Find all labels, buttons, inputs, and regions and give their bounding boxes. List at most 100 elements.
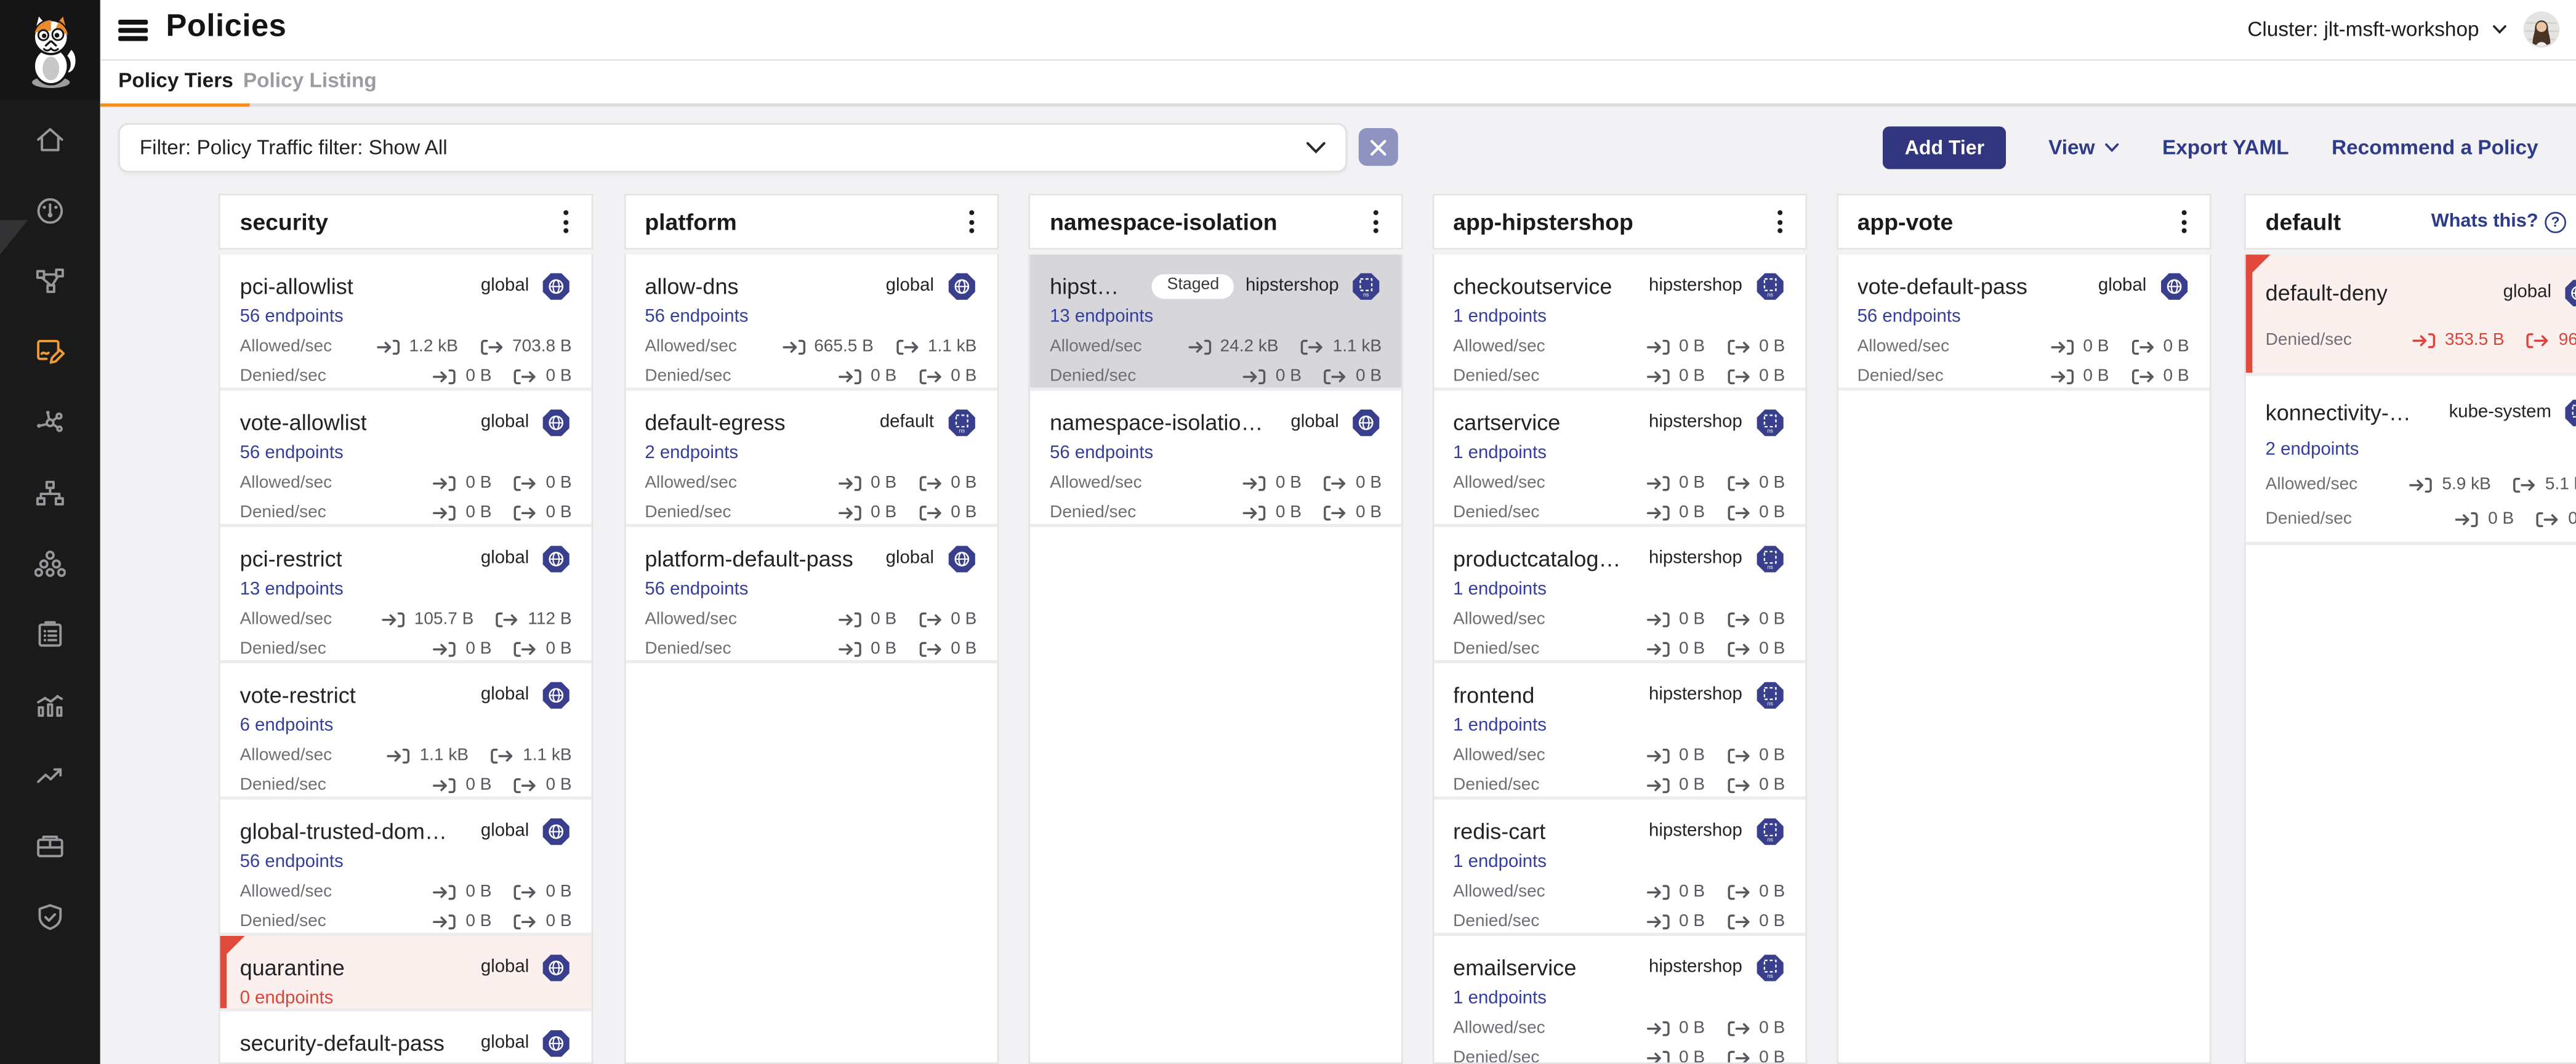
clear-filter-button[interactable] bbox=[1358, 128, 1398, 166]
endpoints-link[interactable]: 1 endpoints bbox=[1453, 443, 1547, 464]
policy-card-emailservice[interactable]: emailservice hipstershop ns 1 endpoints All… bbox=[1433, 936, 1805, 1063]
endpoints-link[interactable]: 1 endpoints bbox=[1453, 307, 1547, 327]
tier-kebab-menu-button[interactable] bbox=[557, 206, 575, 238]
global-badge-icon bbox=[2158, 270, 2189, 302]
policy-card-vote-restrict[interactable]: vote-restrict global 6 endpoints Allowed/s… bbox=[220, 663, 592, 800]
sidebar-item-flow-visualizations[interactable] bbox=[0, 387, 100, 458]
policy-card-default-egress[interactable]: default-egress default ns 2 endpoints Allow… bbox=[625, 390, 997, 528]
egress-icon bbox=[513, 367, 537, 385]
policy-card-vote-allowlist[interactable]: vote-allowlist global 56 endpoints Allowed… bbox=[220, 390, 592, 528]
egress-group: 703.8 B bbox=[480, 337, 572, 357]
calico-cat-logo[interactable] bbox=[0, 0, 100, 100]
allowed-per-sec-values: 0 B 0 B bbox=[1646, 882, 1785, 901]
denied-per-sec-values: 0 B 0 B bbox=[838, 639, 976, 658]
policy-card-default-deny[interactable]: default-deny global Denied/sec 353.5 B 96 B bbox=[2245, 254, 2576, 376]
sidebar-item-network-sets[interactable] bbox=[0, 458, 100, 529]
svg-text:ns: ns bbox=[1766, 699, 1773, 706]
sidebar-item-timeline[interactable] bbox=[0, 741, 100, 812]
endpoints-link[interactable]: 1 endpoints bbox=[1453, 579, 1547, 600]
tier-kebab-menu-button[interactable] bbox=[1367, 206, 1385, 238]
policy-card-global-trusted-domains[interactable]: global-trusted-domains global 56 endpoint… bbox=[220, 799, 592, 937]
denied-per-sec: Denied/sec 0 B 0 B bbox=[240, 366, 572, 386]
tab-policy-tiers[interactable]: Policy Tiers bbox=[118, 69, 233, 92]
policy-name: checkoutservice bbox=[1453, 273, 1612, 299]
whats-this-link[interactable]: Whats this?? bbox=[2431, 211, 2566, 233]
endpoints-link[interactable]: 13 endpoints bbox=[239, 579, 344, 600]
denied-per-sec-label: Denied/sec bbox=[239, 366, 326, 386]
endpoints-link[interactable]: 1 endpoints bbox=[1453, 852, 1547, 873]
policy-card-checkoutservice[interactable]: checkoutservice hipstershop ns 1 endpoints… bbox=[1433, 254, 1805, 391]
denied-per-sec-values: 0 B 0 B bbox=[1646, 911, 1785, 931]
allowed-per-sec-values: 1.1 kB 1.1 kB bbox=[387, 746, 572, 765]
policy-card-cartservice[interactable]: cartservice hipstershop ns 1 endpoints Allo… bbox=[1433, 390, 1805, 528]
sidebar-item-policies[interactable] bbox=[0, 317, 100, 388]
denied-per-sec-label: Denied/sec bbox=[1050, 366, 1137, 386]
ingress-group: 0 B bbox=[838, 609, 896, 629]
policy-card-allow-dns[interactable]: allow-dns global 56 endpoints Allowed/sec 6… bbox=[625, 254, 997, 391]
policy-card-vote-default-pass[interactable]: vote-default-pass global 56 endpoints Allo… bbox=[1837, 254, 2209, 391]
endpoints-link[interactable]: 1 endpoints bbox=[1453, 715, 1547, 736]
sidebar-item-image-assurance[interactable] bbox=[0, 811, 100, 882]
workloads-icon bbox=[34, 549, 66, 580]
sidebar-item-threat-defense[interactable] bbox=[0, 882, 100, 953]
policy-card-security-default-pass[interactable]: security-default-pass global bbox=[220, 1011, 592, 1063]
policy-card-title-row: default-deny global bbox=[2266, 276, 2576, 308]
policy-card-namespace-isolation-default-p[interactable]: namespace-isolation-default-p… global 56 … bbox=[1030, 390, 1402, 528]
policy-name: hipstershop-gh… bbox=[1050, 273, 1126, 299]
endpoints-link[interactable]: 56 endpoints bbox=[645, 307, 749, 327]
threat-defense-icon bbox=[34, 901, 66, 933]
egress-icon bbox=[513, 882, 537, 900]
endpoints-link[interactable]: 56 endpoints bbox=[239, 443, 344, 464]
hamburger-menu-icon[interactable] bbox=[118, 20, 148, 41]
allowed-per-sec-label: Allowed/sec bbox=[2265, 474, 2358, 494]
endpoints-link[interactable]: 56 endpoints bbox=[645, 579, 749, 600]
sidebar-item-traffic-stats[interactable] bbox=[0, 670, 100, 741]
cluster-selector[interactable]: Cluster: jlt-msft-workshop bbox=[2247, 18, 2507, 41]
sidebar-item-service-graph[interactable] bbox=[0, 246, 100, 317]
ingress-group: 5.9 kB bbox=[2409, 475, 2491, 494]
policy-name: vote-default-pass bbox=[1857, 273, 2027, 299]
endpoints-link[interactable]: 2 endpoints bbox=[645, 443, 739, 464]
tab-policy-listing[interactable]: Policy Listing bbox=[243, 69, 377, 92]
traffic-filter-select[interactable]: Filter: Policy Traffic filter: Show All bbox=[118, 123, 1348, 173]
tier-kebab-menu-button[interactable] bbox=[2175, 206, 2192, 238]
egress-icon bbox=[490, 746, 515, 764]
view-menu-button[interactable]: View bbox=[2048, 136, 2119, 159]
policy-card-hipstershop-gh[interactable]: hipstershop-gh… Staged hipstershop ns 13 en… bbox=[1030, 254, 1402, 391]
ingress-icon bbox=[838, 474, 863, 491]
export-yaml-button[interactable]: Export YAML bbox=[2162, 136, 2289, 159]
endpoints-link[interactable]: 56 endpoints bbox=[239, 852, 344, 873]
policy-card-quarantine[interactable]: quarantine global 0 endpoints bbox=[220, 936, 592, 1012]
policy-card-pci-allowlist[interactable]: pci-allowlist global 56 endpoints Allowed/… bbox=[220, 254, 592, 391]
denied-per-sec-values: 0 B 0 B bbox=[1646, 639, 1785, 658]
egress-icon bbox=[513, 474, 537, 491]
recommend-policy-button[interactable]: Recommend a Policy bbox=[2332, 136, 2538, 159]
tier-kebab-menu-button[interactable] bbox=[1770, 206, 1788, 238]
endpoints-link[interactable]: 56 endpoints bbox=[1050, 443, 1154, 464]
user-avatar[interactable] bbox=[2525, 13, 2558, 46]
policy-card-konnectivity-agent[interactable]: konnectivity-agent kube-system ns 2 endpoi… bbox=[2245, 376, 2576, 546]
endpoints-link[interactable]: 6 endpoints bbox=[239, 715, 334, 736]
policy-card-productcatalogservice[interactable]: productcatalogservice hipstershop ns 1 end… bbox=[1433, 527, 1805, 664]
policy-card-platform-default-pass[interactable]: platform-default-pass global 56 endpoints… bbox=[625, 527, 997, 664]
sidebar-item-compliance-reports[interactable] bbox=[0, 599, 100, 670]
sidebar-item-home[interactable] bbox=[0, 105, 100, 176]
tier-kebab-menu-button[interactable] bbox=[962, 206, 980, 238]
endpoints-link[interactable]: 13 endpoints bbox=[1050, 307, 1154, 327]
endpoints-link[interactable]: 56 endpoints bbox=[1857, 307, 1961, 327]
denied-per-sec: Denied/sec 0 B 0 B bbox=[645, 639, 976, 658]
ingress-group: 0 B bbox=[838, 473, 896, 493]
endpoints-link[interactable]: 2 endpoints bbox=[2265, 440, 2359, 460]
endpoints-link[interactable]: 56 endpoints bbox=[239, 307, 344, 327]
add-tier-button[interactable]: Add Tier bbox=[1883, 126, 2006, 169]
policy-card-pci-restrict[interactable]: pci-restrict global 13 endpoints Allowed/s… bbox=[220, 527, 592, 664]
policy-card-frontend[interactable]: frontend hipstershop ns 1 endpoints Allowed… bbox=[1433, 663, 1805, 800]
sidebar-item-workloads[interactable] bbox=[0, 529, 100, 600]
sidebar-item-dashboard[interactable] bbox=[0, 175, 100, 246]
ingress-group: 0 B bbox=[1243, 366, 1302, 386]
policy-card-redis-cart[interactable]: redis-cart hipstershop ns 1 endpoints Allow… bbox=[1433, 799, 1805, 937]
allowed-per-sec-egress-value: 5.1 kB bbox=[2545, 474, 2576, 494]
endpoints-link[interactable]: 0 endpoints bbox=[239, 988, 334, 1009]
endpoints-link[interactable]: 1 endpoints bbox=[1453, 988, 1547, 1009]
